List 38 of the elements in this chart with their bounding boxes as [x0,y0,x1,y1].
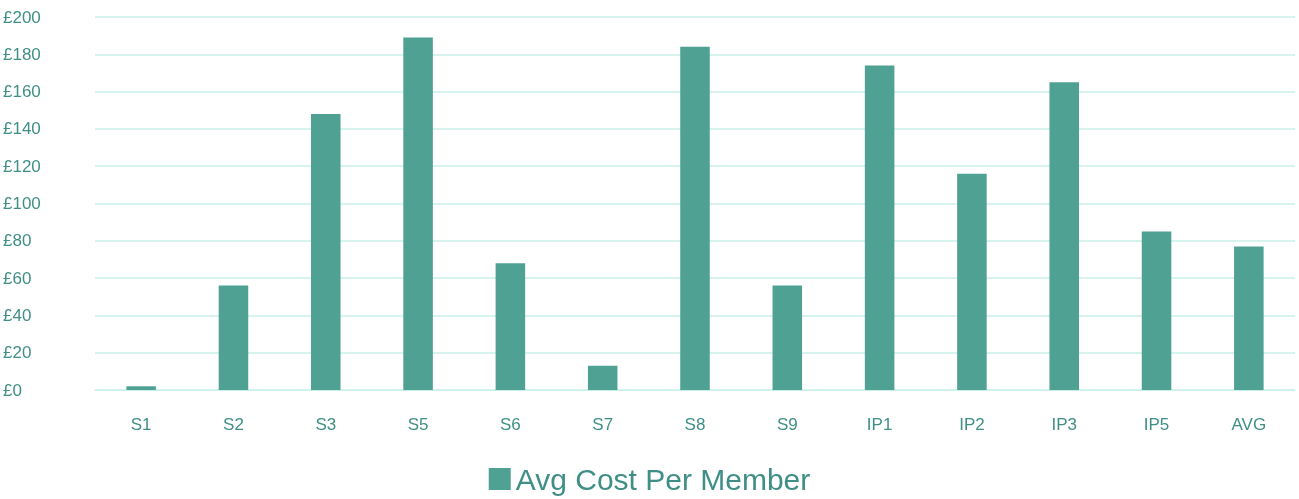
y-tick-label: £20 [3,343,32,363]
bar [1049,82,1079,390]
legend-label: Avg Cost Per Member [515,462,811,496]
bar [772,285,803,390]
x-tick-label: S9 [776,415,798,434]
bar [311,113,341,390]
x-tick-label: S6 [499,415,521,434]
bar [957,173,987,390]
bar [1234,246,1264,390]
bar [218,285,249,390]
bar [403,37,433,390]
x-tick-label: AVG [1231,415,1267,434]
bar [587,365,618,390]
bar [1141,231,1172,390]
y-tick-label: £60 [3,268,32,288]
bar [864,65,895,390]
y-tick-label: £160 [3,82,41,102]
y-tick-label: £0 [3,380,22,400]
x-tick-label: IP1 [866,415,893,434]
bar [126,386,156,390]
bar [495,263,526,390]
x-tick-label: S3 [315,415,337,434]
y-tick-label: £100 [3,194,41,213]
x-tick-label: S8 [684,415,706,434]
x-tick-label: S5 [407,415,429,434]
x-tick-label: IP3 [1051,415,1077,434]
bar [680,46,710,390]
x-tick-label: IP2 [959,415,985,434]
x-tick-label: S7 [592,415,614,434]
y-tick-label: £80 [3,231,32,251]
y-tick-label: £200 [3,7,41,27]
x-tick-label: S1 [130,415,152,434]
x-tick-label: IP5 [1143,415,1170,434]
y-tick-label: £180 [3,44,41,64]
y-tick-label: £40 [3,305,32,325]
x-tick-label: S2 [223,415,244,434]
y-tick-label: £140 [3,119,41,139]
y-tick-label: £120 [3,156,41,176]
